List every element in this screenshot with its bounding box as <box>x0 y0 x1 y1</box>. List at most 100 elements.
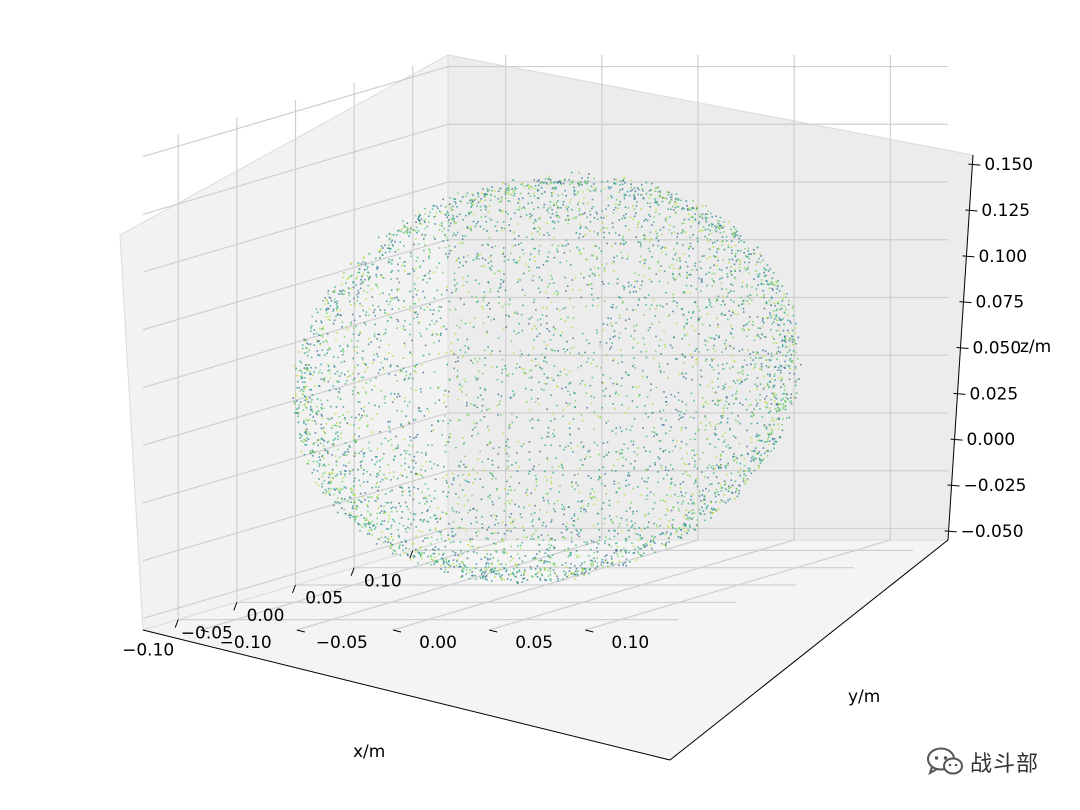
scatter-point <box>611 306 614 309</box>
scatter-point <box>306 369 309 372</box>
scatter-point <box>400 473 402 476</box>
scatter-point <box>413 270 415 272</box>
scatter-point <box>736 489 738 491</box>
scatter-point <box>432 548 434 551</box>
scatter-point <box>608 232 611 234</box>
scatter-point <box>492 503 494 506</box>
scatter-point <box>381 457 384 460</box>
scatter-point <box>443 325 445 328</box>
scatter-point <box>334 286 336 288</box>
scatter-point <box>517 202 519 204</box>
scatter-point <box>615 542 618 544</box>
scatter-point <box>587 176 589 179</box>
scatter-point <box>452 472 454 475</box>
scatter-point <box>355 515 358 518</box>
scatter-point <box>336 473 339 476</box>
scatter-point <box>676 242 679 244</box>
scatter-point <box>785 364 788 366</box>
scatter-point <box>756 274 759 276</box>
scatter-point <box>519 215 522 218</box>
scatter-point <box>378 405 380 408</box>
scatter-point <box>685 323 688 325</box>
scatter-point <box>788 349 791 352</box>
scatter-point <box>390 444 393 447</box>
scatter-point <box>407 377 410 380</box>
scatter-point <box>398 395 401 397</box>
scatter-point <box>666 474 668 476</box>
scatter-point <box>482 398 484 401</box>
scatter-point <box>357 391 359 394</box>
scatter-point <box>328 482 331 485</box>
scatter-point <box>464 494 467 497</box>
scatter-point <box>692 310 695 313</box>
scatter-point <box>745 364 748 366</box>
scatter-point <box>419 553 422 556</box>
scatter-point <box>373 353 375 356</box>
scatter-point <box>432 309 435 311</box>
scatter-point <box>333 493 335 496</box>
scatter-point <box>722 407 725 410</box>
scatter-point <box>382 541 385 544</box>
scatter-point <box>514 503 516 506</box>
scatter-point <box>768 443 770 446</box>
scatter-point <box>508 373 510 375</box>
scatter-point <box>678 273 681 275</box>
scatter-point <box>781 378 784 381</box>
scatter-point <box>316 460 318 463</box>
scatter-point <box>766 383 769 385</box>
scatter-point <box>433 463 436 465</box>
scatter-point <box>467 550 469 553</box>
scatter-point <box>363 269 366 271</box>
scatter-point <box>317 354 319 356</box>
scatter-point <box>683 495 685 498</box>
scatter-point <box>508 489 510 491</box>
scatter-point <box>336 380 338 382</box>
scatter-point <box>386 320 389 322</box>
scatter-point <box>461 391 463 393</box>
scatter-point <box>679 487 682 490</box>
scatter-point <box>790 361 792 363</box>
scatter-point <box>352 286 355 289</box>
scatter-point <box>321 321 323 324</box>
scatter-point <box>718 268 721 271</box>
scatter-point <box>493 514 496 516</box>
scatter-point <box>457 257 460 260</box>
scatter-point <box>583 567 586 570</box>
scatter-point <box>343 452 346 454</box>
scatter-point <box>553 236 555 239</box>
scatter-point <box>504 193 507 196</box>
scatter-point <box>312 460 315 463</box>
scatter-point <box>451 217 453 220</box>
scatter-point <box>342 406 345 408</box>
scatter-point <box>487 281 490 284</box>
scatter-point <box>340 350 342 352</box>
scatter-point <box>578 249 581 251</box>
scatter-point <box>762 388 765 390</box>
scatter-point <box>465 261 467 263</box>
scatter-point <box>748 297 751 300</box>
scatter-point <box>525 214 528 216</box>
scatter-point <box>668 229 671 231</box>
scatter-point <box>536 266 538 269</box>
scatter-point <box>689 416 692 418</box>
scatter-point <box>562 415 564 418</box>
scatter-point <box>321 403 323 406</box>
scatter-point <box>367 424 369 427</box>
scatter-point <box>579 382 582 385</box>
scatter-point <box>750 436 753 439</box>
scatter-point <box>492 447 495 450</box>
scatter-point <box>613 270 615 272</box>
scatter-point <box>335 339 337 342</box>
scatter-point <box>549 539 551 541</box>
scatter-point <box>636 453 639 456</box>
scatter-point <box>694 479 697 482</box>
scatter-point <box>327 482 330 484</box>
scatter-point <box>595 187 598 190</box>
scatter-point <box>399 453 402 456</box>
scatter-point <box>639 241 641 243</box>
scatter-point <box>775 397 778 400</box>
scatter-point <box>600 250 603 253</box>
scatter-point <box>412 459 415 462</box>
scatter-point <box>403 226 406 228</box>
scatter-point <box>440 222 443 224</box>
